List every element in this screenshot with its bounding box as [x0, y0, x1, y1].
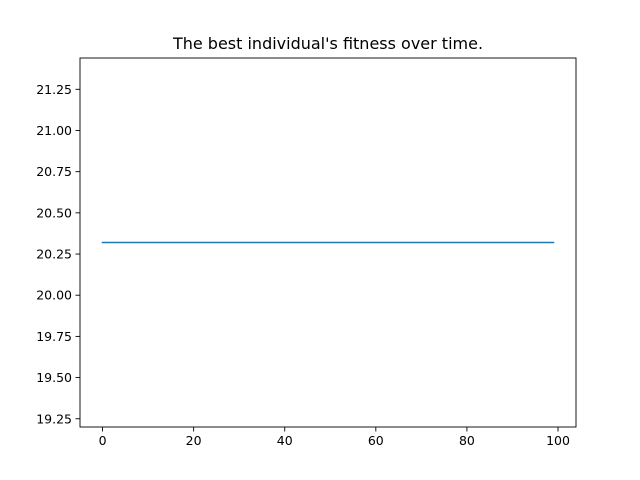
y-tick-label: 21.25	[36, 82, 72, 97]
axes-frame	[79, 57, 577, 428]
y-tick-label: 20.00	[36, 288, 72, 303]
y-tick-label: 20.50	[36, 205, 72, 220]
y-tick-label: 20.25	[36, 247, 72, 262]
y-tick-label: 19.75	[36, 329, 72, 344]
x-tick-label: 20	[186, 433, 202, 448]
y-tick-label: 19.50	[36, 370, 72, 385]
y-tick-label: 21.00	[36, 123, 72, 138]
x-tick-label: 80	[459, 433, 475, 448]
x-tick-label: 40	[277, 433, 293, 448]
chart-title: The best individual's fitness over time.	[172, 34, 483, 53]
x-tick-label: 60	[368, 433, 384, 448]
plot-area: 0 20 40 60 80 100 19.25 19.50 19.75 20.00 20.25 20.…	[36, 57, 577, 448]
x-tick-label: 100	[546, 433, 570, 448]
x-tick-label: 0	[99, 433, 107, 448]
y-tick-label: 19.25	[36, 411, 72, 426]
y-tick-label: 20.75	[36, 164, 72, 179]
